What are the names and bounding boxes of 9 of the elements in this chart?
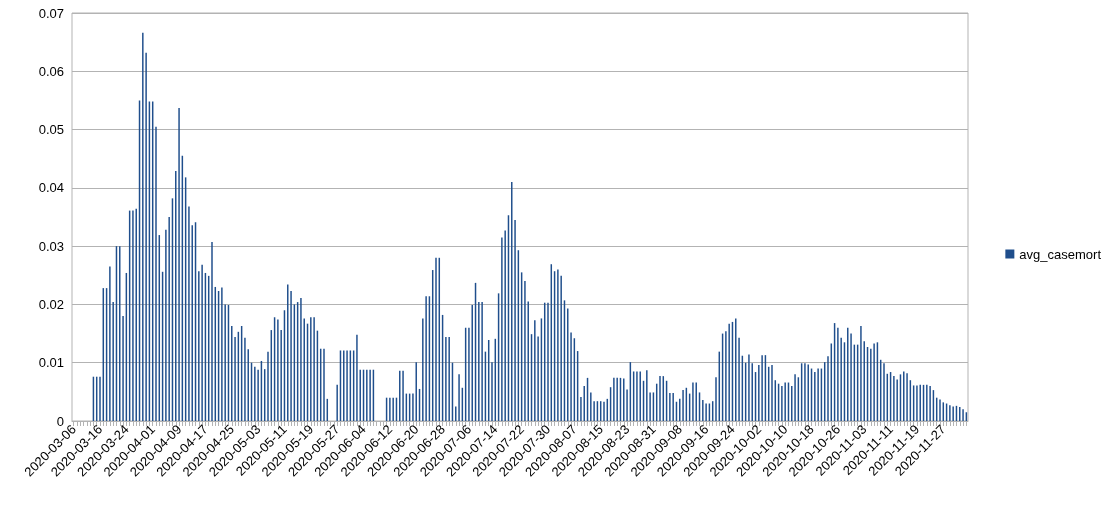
y-tick-label: 0 — [56, 413, 64, 429]
y-tick-label: 0.07 — [38, 5, 64, 21]
y-tick-label: 0.05 — [38, 122, 64, 138]
y-tick-label: 0.01 — [38, 355, 64, 371]
y-tick-label: 0.02 — [38, 296, 64, 312]
y-tick-label: 0.06 — [38, 63, 64, 79]
y-tick-label: 0.04 — [38, 180, 64, 196]
y-tick-label: 0.03 — [38, 238, 64, 254]
legend-label: avg_casemort — [1019, 246, 1102, 262]
